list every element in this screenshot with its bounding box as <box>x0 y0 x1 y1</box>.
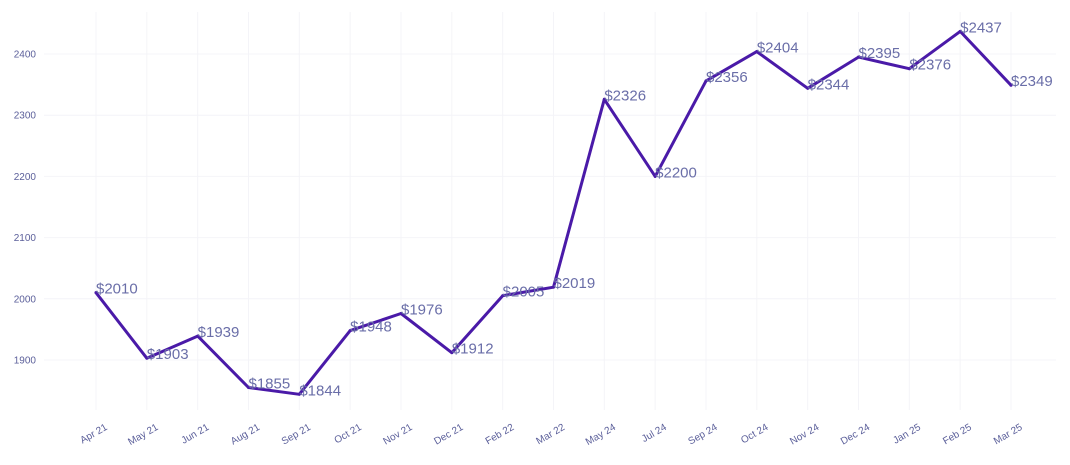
data-label: $1912 <box>452 341 494 358</box>
x-tick-label: Mar 25 <box>992 422 1025 447</box>
y-axis-tick-labels: 1900 2000 2100 2200 2300 2400 <box>14 50 37 367</box>
data-point <box>958 29 962 33</box>
x-axis-tick-labels: Apr 21 May 21 Jun 21 Aug 21 Sep 21 Oct 21 Nov … <box>78 422 1024 448</box>
x-tick-label: Feb 25 <box>941 422 974 447</box>
data-label: $2356 <box>706 69 748 86</box>
data-point <box>1009 83 1013 87</box>
x-tick-label: Nov 24 <box>788 422 821 448</box>
data-label: $1903 <box>147 346 189 363</box>
x-tick-label: Dec 21 <box>432 422 465 448</box>
data-point <box>196 334 200 338</box>
data-label: $2349 <box>1011 73 1053 90</box>
x-tick-label: Dec 24 <box>839 422 872 448</box>
x-tick-label: May 21 <box>126 422 160 448</box>
x-tick-label: Sep 21 <box>280 422 313 448</box>
y-tick-label: 2300 <box>14 111 37 122</box>
y-tick-label: 2000 <box>14 294 37 305</box>
x-tick-label: Mar 22 <box>535 422 568 447</box>
data-label: $1948 <box>350 319 392 336</box>
data-label: $2437 <box>960 19 1002 36</box>
data-point <box>806 86 810 90</box>
data-label: $2376 <box>909 57 951 74</box>
data-labels: $2010 $1903 $1939 $1855 $1844 $1948 $1976 $1912… <box>94 19 1053 399</box>
x-tick-label: Aug 21 <box>229 422 262 448</box>
data-point <box>857 55 860 59</box>
y-tick-label: 1900 <box>14 356 37 367</box>
data-point <box>704 79 708 83</box>
data-point <box>94 291 98 295</box>
x-tick-label: Jun 21 <box>180 422 212 447</box>
y-tick-label: 2400 <box>14 50 37 61</box>
data-point <box>247 386 250 390</box>
data-label: $1844 <box>299 382 341 399</box>
x-tick-label: Apr 21 <box>78 422 109 446</box>
x-tick-label: Sep 24 <box>687 422 720 448</box>
data-point <box>145 356 149 360</box>
data-label: $1939 <box>198 324 240 341</box>
x-tick-label: Jul 24 <box>640 422 669 445</box>
data-point <box>297 392 301 396</box>
x-tick-label: Jan 25 <box>891 422 923 447</box>
data-point <box>348 329 352 333</box>
data-point <box>755 50 759 54</box>
data-label: $2200 <box>655 164 697 181</box>
data-point <box>552 285 555 289</box>
x-tick-label: Oct 24 <box>739 422 770 446</box>
data-label: $2005 <box>503 284 545 301</box>
x-tick-label: May 24 <box>584 422 618 448</box>
data-label: $2395 <box>859 45 901 62</box>
data-point <box>602 97 606 101</box>
y-tick-label: 2100 <box>14 233 37 244</box>
data-point <box>399 311 403 315</box>
data-label: $2404 <box>757 40 799 57</box>
y-tick-label: 2200 <box>14 172 37 183</box>
data-label: $2019 <box>554 275 596 292</box>
data-label: $2010 <box>96 281 138 298</box>
data-point <box>653 174 657 178</box>
data-label: $1855 <box>249 376 291 393</box>
x-tick-label: Oct 21 <box>333 422 364 446</box>
data-point <box>907 67 911 71</box>
x-tick-label: Feb 22 <box>484 422 517 447</box>
vertical-gridlines <box>95 12 1012 410</box>
data-label: $2344 <box>808 76 850 93</box>
horizontal-gridlines <box>44 53 1056 361</box>
x-tick-label: Nov 21 <box>382 422 415 448</box>
data-point <box>450 351 454 355</box>
data-label: $1976 <box>401 301 443 318</box>
data-point <box>501 294 505 298</box>
data-label: $2326 <box>604 87 646 104</box>
